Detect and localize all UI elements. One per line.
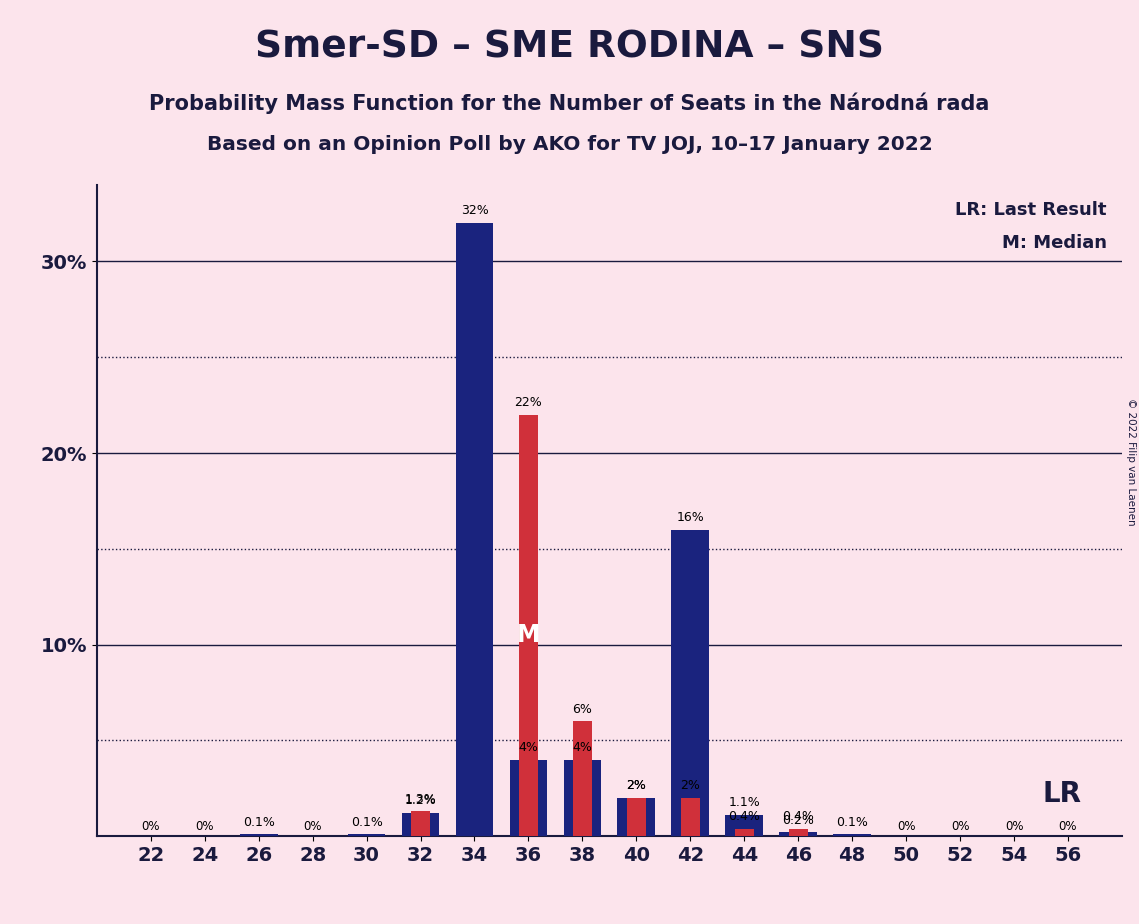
Text: 16%: 16% [677, 511, 704, 524]
Text: Smer-SD – SME RODINA – SNS: Smer-SD – SME RODINA – SNS [255, 30, 884, 66]
Text: © 2022 Filip van Laenen: © 2022 Filip van Laenen [1126, 398, 1136, 526]
Text: 2%: 2% [680, 779, 700, 792]
Bar [402, 813, 440, 836]
Text: 2%: 2% [626, 779, 646, 792]
Bar [735, 829, 754, 836]
Text: 1.3%: 1.3% [404, 793, 436, 806]
Bar [573, 722, 592, 836]
Text: M: Median: M: Median [1001, 234, 1106, 251]
Bar [671, 529, 710, 836]
Text: 0%: 0% [196, 821, 214, 833]
Text: 0%: 0% [896, 821, 916, 833]
Text: 0.2%: 0.2% [782, 814, 814, 827]
Bar [456, 223, 493, 836]
Text: 0.4%: 0.4% [782, 809, 814, 822]
Bar [347, 834, 385, 836]
Text: 0%: 0% [303, 821, 322, 833]
Bar [834, 834, 871, 836]
Bar [564, 760, 601, 836]
Text: 0%: 0% [951, 821, 969, 833]
Bar [519, 415, 538, 836]
Bar [681, 798, 699, 836]
Text: 32%: 32% [460, 204, 489, 217]
Text: 0%: 0% [1005, 821, 1023, 833]
Text: 4%: 4% [518, 741, 539, 754]
Text: LR: LR [1042, 780, 1081, 808]
Text: Probability Mass Function for the Number of Seats in the Národná rada: Probability Mass Function for the Number… [149, 92, 990, 114]
Text: 0%: 0% [141, 821, 159, 833]
Text: 0.1%: 0.1% [836, 816, 868, 829]
Bar [626, 798, 646, 836]
Text: Based on an Opinion Poll by AKO for TV JOJ, 10–17 January 2022: Based on an Opinion Poll by AKO for TV J… [206, 135, 933, 154]
Bar [779, 833, 817, 836]
Bar [726, 815, 763, 836]
Bar [411, 811, 431, 836]
Text: 2%: 2% [626, 779, 646, 792]
Text: 0.1%: 0.1% [243, 816, 274, 829]
Bar [240, 834, 278, 836]
Text: 1.2%: 1.2% [404, 795, 436, 808]
Text: 0%: 0% [1059, 821, 1077, 833]
Text: 0.4%: 0.4% [728, 809, 760, 822]
Bar [617, 798, 655, 836]
Text: 1.1%: 1.1% [728, 796, 760, 809]
Text: 4%: 4% [573, 741, 592, 754]
Text: 6%: 6% [573, 702, 592, 715]
Bar [788, 829, 808, 836]
Text: 22%: 22% [515, 396, 542, 409]
Text: LR: Last Result: LR: Last Result [954, 201, 1106, 219]
Bar [509, 760, 548, 836]
Text: 0.1%: 0.1% [351, 816, 383, 829]
Text: M: M [517, 623, 540, 647]
